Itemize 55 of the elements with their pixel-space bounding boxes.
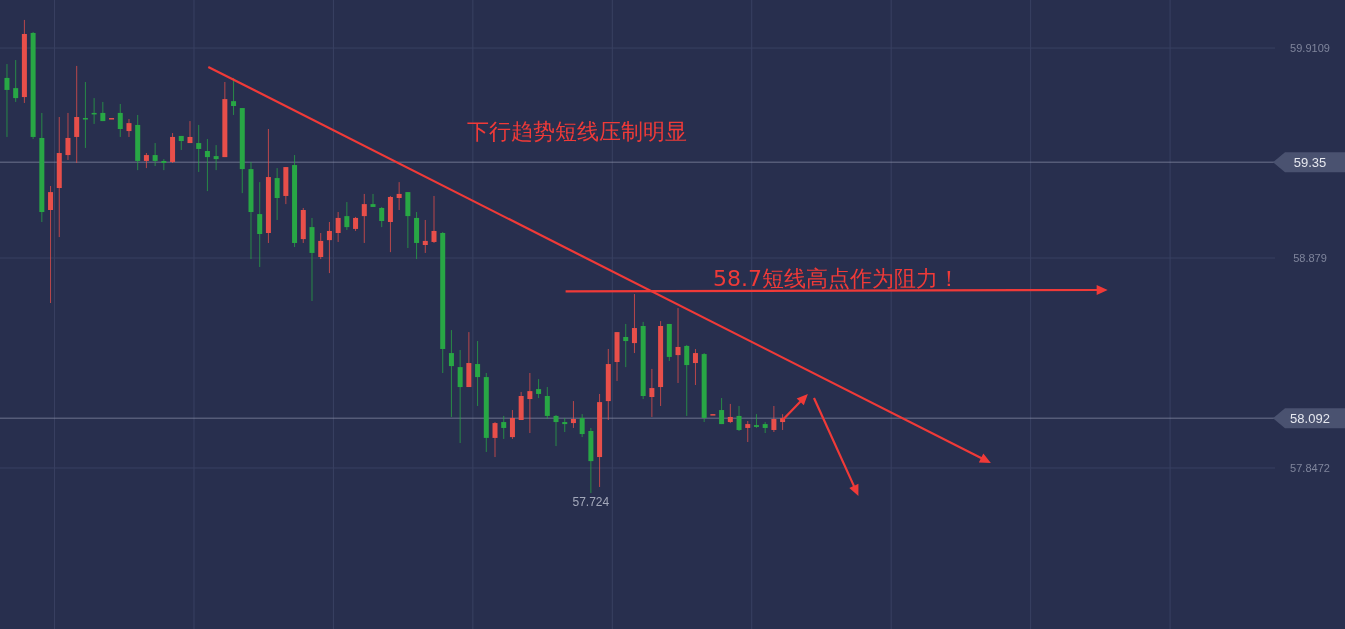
candlestick bbox=[213, 144, 219, 171]
candlestick bbox=[684, 344, 690, 417]
candlestick bbox=[570, 400, 576, 429]
candlestick bbox=[117, 103, 123, 138]
candlestick bbox=[457, 349, 463, 444]
candlestick bbox=[396, 181, 402, 211]
candlestick bbox=[257, 181, 263, 268]
candlestick bbox=[335, 211, 341, 243]
candlestick bbox=[536, 378, 542, 399]
annotation: 58.7短线高点作为阻力！ bbox=[713, 266, 960, 291]
candlestick bbox=[475, 340, 481, 407]
candlestick bbox=[431, 195, 437, 244]
annotation: 下行趋势短线压制明显 bbox=[467, 119, 687, 144]
candlestick bbox=[126, 118, 132, 138]
candlestick bbox=[623, 323, 629, 368]
candlestick bbox=[13, 59, 19, 103]
candlestick bbox=[379, 206, 385, 228]
annotation: 57.724 bbox=[572, 495, 610, 510]
candlestick bbox=[579, 413, 585, 438]
candlestick bbox=[727, 403, 733, 424]
candlestick bbox=[553, 414, 559, 447]
ref-line-label: 59.35 bbox=[1293, 154, 1327, 170]
candlestick bbox=[422, 219, 428, 254]
candlestick bbox=[631, 293, 637, 354]
candlestick bbox=[692, 348, 698, 386]
candlestick bbox=[745, 420, 751, 443]
candlestick bbox=[196, 124, 202, 173]
ref-line-label: 58.092 bbox=[1290, 410, 1330, 426]
candlestick bbox=[274, 167, 280, 221]
y-tick-label: 59.9109 bbox=[1290, 42, 1330, 55]
candlestick bbox=[509, 409, 515, 440]
candlestick bbox=[771, 405, 777, 433]
candlestick bbox=[370, 193, 376, 208]
candlestick bbox=[4, 63, 10, 138]
candlestick bbox=[675, 307, 681, 384]
candlestick bbox=[65, 112, 71, 161]
candlestick bbox=[649, 368, 655, 418]
candlestick bbox=[204, 138, 210, 192]
candlestick bbox=[448, 329, 454, 418]
candlestick bbox=[48, 185, 54, 304]
candlestick bbox=[344, 201, 350, 231]
candlestick bbox=[74, 65, 80, 164]
candlestick bbox=[152, 142, 158, 167]
candlestick bbox=[544, 386, 550, 420]
y-tick-label: 58.879 bbox=[1293, 252, 1327, 265]
candlestick bbox=[318, 232, 324, 260]
candlestick bbox=[326, 221, 332, 274]
candlestick bbox=[361, 193, 367, 244]
y-tick-label: 57.8472 bbox=[1290, 462, 1330, 474]
candlestick bbox=[492, 421, 498, 458]
candlestick bbox=[501, 415, 507, 440]
candlestick bbox=[736, 405, 742, 432]
candlestick bbox=[82, 81, 88, 149]
candlestick bbox=[719, 397, 725, 425]
candlestick bbox=[527, 372, 533, 434]
